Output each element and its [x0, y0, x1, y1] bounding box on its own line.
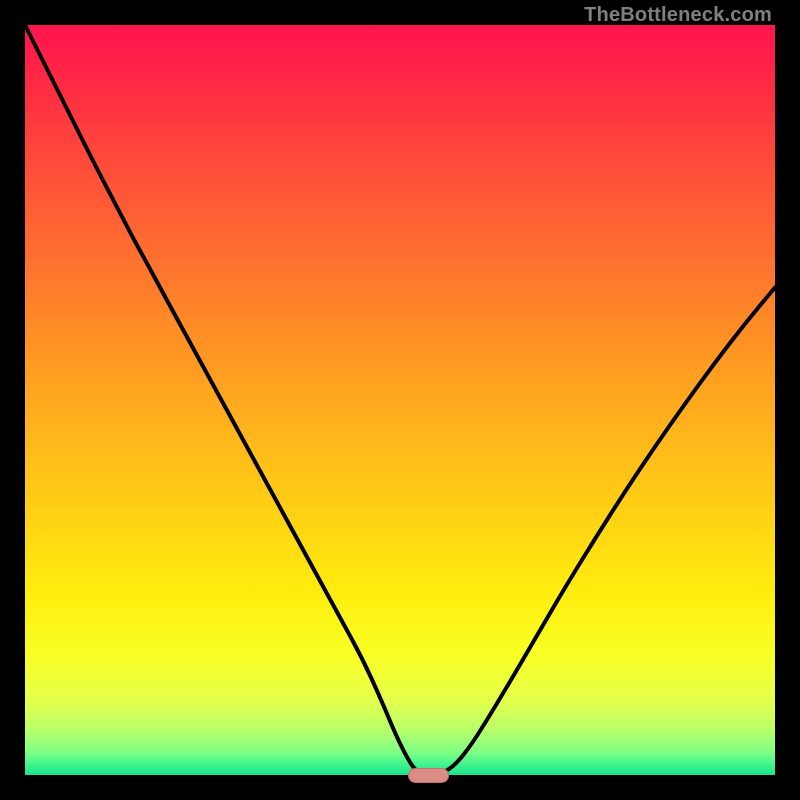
- chart-frame: TheBottleneck.com: [0, 0, 800, 800]
- bottleneck-curve: [25, 25, 775, 775]
- optimum-marker: [408, 768, 449, 783]
- watermark-label: TheBottleneck.com: [584, 4, 772, 27]
- plot-area: [25, 25, 775, 775]
- curve-layer: [25, 25, 775, 775]
